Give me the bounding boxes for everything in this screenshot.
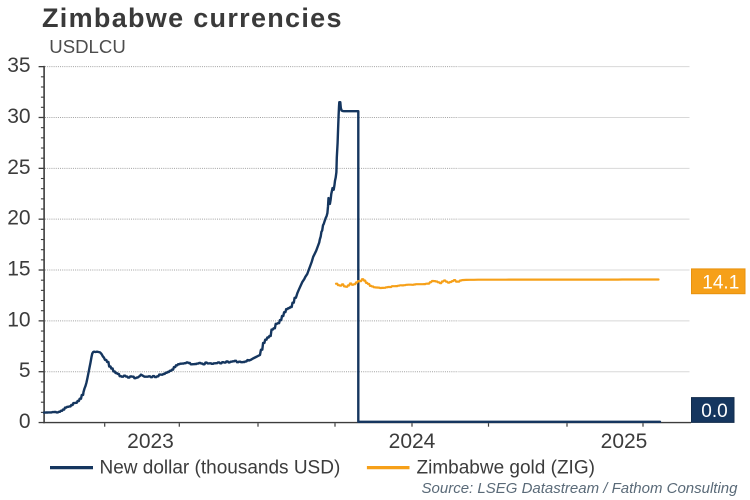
svg-text:Source: LSEG Datastream / Fath: Source: LSEG Datastream / Fathom Consult…	[422, 480, 739, 497]
svg-text:2024: 2024	[389, 430, 436, 453]
svg-text:15: 15	[7, 258, 30, 281]
svg-text:0: 0	[19, 410, 31, 433]
svg-text:20: 20	[7, 207, 30, 230]
svg-text:New dollar (thousands USD): New dollar (thousands USD)	[100, 457, 341, 478]
svg-text:2025: 2025	[601, 430, 648, 453]
svg-text:30: 30	[7, 105, 30, 128]
svg-text:35: 35	[7, 54, 30, 77]
svg-text:0.0: 0.0	[701, 401, 727, 422]
svg-text:5: 5	[19, 359, 31, 382]
svg-text:USDLCU: USDLCU	[49, 36, 125, 57]
svg-text:Zimbabwe gold (ZIG): Zimbabwe gold (ZIG)	[417, 457, 595, 478]
svg-text:25: 25	[7, 156, 30, 179]
svg-text:2023: 2023	[127, 430, 174, 453]
svg-text:Zimbabwe currencies: Zimbabwe currencies	[42, 3, 343, 33]
svg-text:14.1: 14.1	[702, 272, 739, 293]
svg-text:10: 10	[7, 308, 30, 331]
